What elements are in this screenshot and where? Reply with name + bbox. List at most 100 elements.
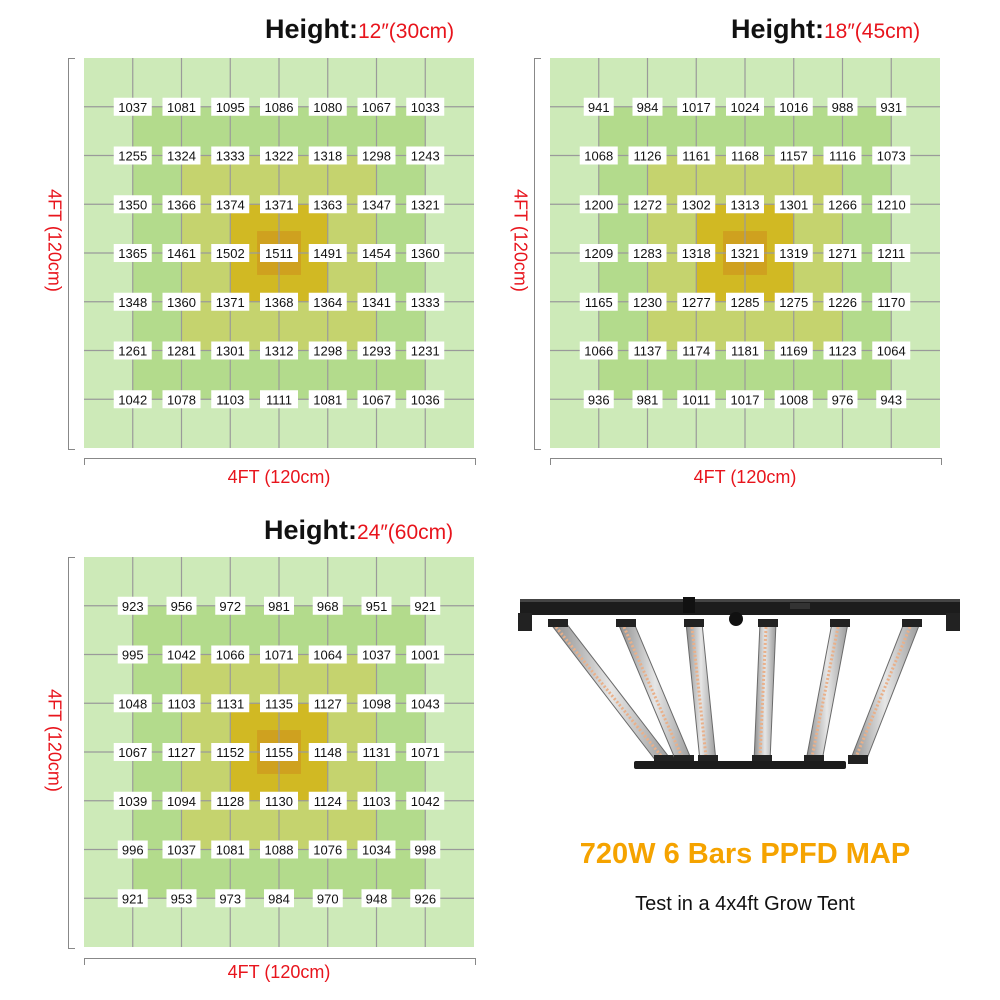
ppfd-value: 998 bbox=[414, 843, 436, 858]
ppfd-value-bg bbox=[628, 195, 667, 214]
ppfd-value-bg bbox=[774, 244, 813, 262]
ppfd-value-bg bbox=[632, 97, 663, 116]
ppfd-cell: 1371 bbox=[211, 292, 250, 311]
ppfd-cell: 1230 bbox=[628, 292, 667, 311]
ppfd-cell: 1261 bbox=[113, 341, 152, 360]
ppfd-value-bg bbox=[628, 292, 667, 311]
panel-2-height-label: Height: bbox=[731, 14, 824, 44]
ppfd-cell: 1135 bbox=[260, 694, 298, 713]
ppfd-cell: 1312 bbox=[260, 341, 298, 360]
ppfd-cell: 1131 bbox=[211, 694, 250, 713]
ppfd-value-bg bbox=[628, 146, 667, 165]
ppfd-value: 1039 bbox=[118, 794, 147, 809]
ppfd-cell: 1502 bbox=[211, 244, 250, 262]
ppfd-value: 1127 bbox=[314, 696, 342, 711]
ppfd-cell: 1095 bbox=[211, 97, 250, 116]
ppfd-cell: 953 bbox=[166, 889, 197, 908]
panel-3-y-bracket bbox=[68, 557, 75, 949]
ppfd-cell: 1017 bbox=[726, 390, 764, 409]
ppfd-cell: 948 bbox=[361, 889, 392, 908]
ppfd-value-bg bbox=[876, 97, 907, 116]
ppfd-value-bg bbox=[406, 341, 445, 360]
ppfd-cell: 1081 bbox=[308, 390, 347, 409]
ppfd-cell: 923 bbox=[117, 596, 148, 615]
ppfd-cell: 1042 bbox=[162, 645, 201, 664]
ppfd-value-bg bbox=[823, 341, 862, 360]
ppfd-value: 1174 bbox=[682, 344, 710, 359]
ppfd-value: 1360 bbox=[411, 246, 440, 261]
ppfd-value: 1037 bbox=[118, 100, 147, 115]
ppfd-value-bg bbox=[162, 341, 201, 360]
ppfd-cell: 1123 bbox=[823, 341, 862, 360]
ppfd-value-bg bbox=[361, 596, 392, 615]
ppfd-value-bg bbox=[823, 244, 862, 262]
ppfd-value-bg bbox=[726, 195, 764, 214]
ppfd-value-bg bbox=[211, 743, 250, 761]
ppfd-cell: 1243 bbox=[406, 146, 445, 165]
ppfd-value-bg bbox=[579, 146, 618, 165]
light-bar bbox=[684, 619, 718, 764]
ppfd-value: 1095 bbox=[216, 100, 245, 115]
panel-2-x-bracket bbox=[550, 458, 942, 465]
ppfd-value-bg bbox=[726, 390, 764, 409]
ppfd-value-bg bbox=[406, 791, 445, 810]
ppfd-value-bg bbox=[117, 840, 148, 859]
ppfd-value-bg bbox=[357, 791, 396, 810]
ppfd-value-bg bbox=[211, 195, 250, 214]
ppfd-value-bg bbox=[774, 97, 813, 116]
ppfd-value-bg bbox=[211, 694, 250, 713]
ppfd-cell: 1161 bbox=[677, 146, 716, 165]
ppfd-value: 1048 bbox=[118, 696, 147, 711]
ppfd-map-18in: 941 984 1017 1024 1016 988 931 1068 1126 1161 1168… bbox=[550, 58, 940, 448]
ppfd-cell: 1155 bbox=[260, 743, 298, 761]
ppfd-cell: 981 bbox=[632, 390, 663, 409]
ppfd-cell: 1127 bbox=[162, 743, 201, 761]
ppfd-value-bg bbox=[312, 889, 343, 908]
ppfd-value-bg bbox=[162, 244, 201, 262]
ppfd-value: 951 bbox=[366, 599, 388, 614]
ppfd-cell: 984 bbox=[632, 97, 663, 116]
ppfd-cell: 1363 bbox=[308, 195, 347, 214]
ppfd-value-bg bbox=[357, 694, 396, 713]
ppfd-cell: 1366 bbox=[162, 195, 201, 214]
ppfd-value: 1454 bbox=[362, 246, 391, 261]
ppfd-value-bg bbox=[677, 390, 716, 409]
ppfd-value: 1200 bbox=[584, 197, 613, 212]
ppfd-value: 1155 bbox=[265, 745, 293, 760]
ppfd-cell: 931 bbox=[876, 97, 907, 116]
ppfd-value-bg bbox=[823, 146, 862, 165]
ppfd-value-bg bbox=[312, 596, 343, 615]
ppfd-value: 1312 bbox=[265, 344, 294, 359]
panel-2-y-bracket bbox=[534, 58, 541, 450]
ppfd-value: 1088 bbox=[265, 843, 294, 858]
ppfd-value: 1318 bbox=[313, 149, 342, 164]
panel-2-y-label: 4FT (120cm) bbox=[510, 189, 531, 292]
ppfd-cell: 1210 bbox=[872, 195, 911, 214]
ppfd-value: 1209 bbox=[584, 246, 613, 261]
ppfd-value-bg bbox=[211, 97, 250, 116]
panel-2-x-label: 4FT (120cm) bbox=[693, 467, 797, 487]
ppfd-value-bg bbox=[162, 292, 201, 311]
ppfd-cell: 926 bbox=[410, 889, 441, 908]
ppfd-value-bg bbox=[406, 390, 445, 409]
ppfd-value: 1076 bbox=[313, 843, 342, 858]
ppfd-value-bg bbox=[211, 292, 250, 311]
ppfd-value-bg bbox=[215, 889, 246, 908]
ppfd-value-bg bbox=[823, 292, 862, 311]
ppfd-value-bg bbox=[264, 889, 294, 908]
ppfd-value: 1321 bbox=[411, 197, 440, 212]
ppfd-value: 1081 bbox=[313, 392, 342, 407]
ppfd-value-bg bbox=[211, 341, 250, 360]
ppfd-value: 1348 bbox=[118, 295, 147, 310]
ppfd-value: 926 bbox=[414, 891, 436, 906]
ppfd-value: 1037 bbox=[167, 843, 196, 858]
ppfd-value-bg bbox=[774, 341, 813, 360]
ppfd-value: 1230 bbox=[633, 295, 662, 310]
ppfd-value: 1272 bbox=[633, 197, 662, 212]
ppfd-value: 1103 bbox=[216, 392, 244, 407]
ppfd-cell: 1078 bbox=[162, 390, 201, 409]
ppfd-value: 1067 bbox=[118, 745, 147, 760]
ppfd-value-bg bbox=[308, 195, 347, 214]
ppfd-value-bg bbox=[162, 694, 201, 713]
ppfd-value-bg bbox=[406, 244, 445, 262]
